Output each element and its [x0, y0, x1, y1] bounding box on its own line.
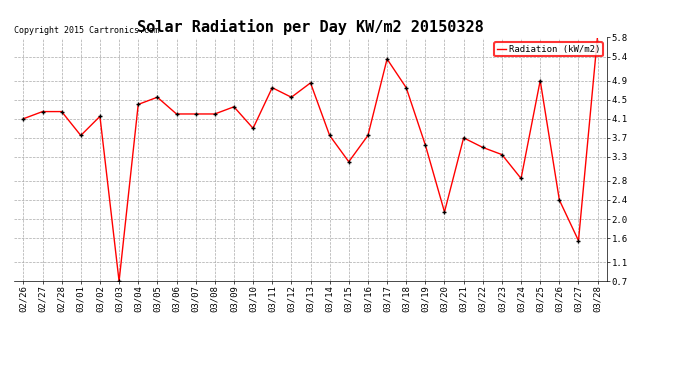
Title: Solar Radiation per Day KW/m2 20150328: Solar Radiation per Day KW/m2 20150328	[137, 19, 484, 35]
Legend: Radiation (kW/m2): Radiation (kW/m2)	[494, 42, 602, 56]
Text: Copyright 2015 Cartronics.com: Copyright 2015 Cartronics.com	[14, 26, 159, 35]
